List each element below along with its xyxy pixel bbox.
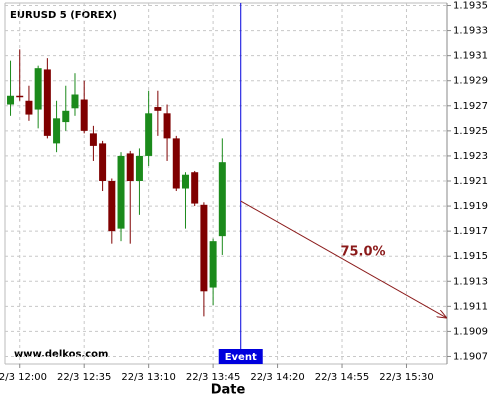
candle-body	[34, 68, 42, 110]
candle-body	[117, 155, 125, 229]
candle-body	[16, 95, 24, 98]
y-tick-label: 1.1915	[453, 251, 488, 262]
candle-body	[154, 107, 162, 111]
y-tick-label: 1.1933	[453, 26, 488, 37]
x-axis-label: Date	[211, 383, 246, 398]
candle-body	[80, 99, 88, 131]
y-tick-label: 1.1925	[453, 126, 488, 137]
y-tick-label: 1.1913	[453, 276, 488, 287]
candle-body	[191, 172, 199, 204]
y-tick-label: 1.1917	[453, 226, 488, 237]
candle-body	[43, 69, 51, 136]
candle-body	[25, 100, 33, 115]
x-tick-label: 22/3 14:55	[315, 372, 369, 383]
y-tick-label: 1.1927	[453, 101, 488, 112]
candle-body	[99, 143, 107, 181]
x-tick-label: 22/3 13:45	[186, 372, 240, 383]
candle-body	[209, 241, 217, 288]
event-label: Event	[225, 352, 257, 363]
y-tick-label: 1.1909	[453, 326, 488, 337]
candle-body	[53, 118, 61, 144]
candle-body	[218, 162, 226, 237]
candle-body	[71, 94, 79, 109]
candle-body	[135, 155, 143, 181]
watermark: www.delkos.com	[14, 349, 108, 360]
x-tick-label: 22/3 12:00	[0, 372, 47, 383]
y-tick-label: 1.1929	[453, 76, 488, 87]
x-tick-label: 22/3 14:20	[250, 372, 304, 383]
y-tick-label: 1.1911	[453, 301, 488, 312]
candle-body	[89, 133, 97, 146]
chart-title: EURUSD 5 (FOREX)	[10, 10, 117, 21]
candle-body	[163, 113, 171, 139]
y-tick-label: 1.1931	[453, 51, 488, 62]
projection-arrow	[240, 200, 446, 318]
x-tick-label: 22/3 13:10	[121, 372, 175, 383]
y-tick-label: 1.1919	[453, 201, 488, 212]
y-tick-label: 1.1907	[453, 351, 488, 362]
y-tick-label: 1.1923	[453, 151, 488, 162]
event-label-box	[218, 349, 263, 364]
candle-body	[145, 113, 153, 156]
candle-body	[200, 204, 208, 292]
x-tick-label: 22/3 15:30	[379, 372, 433, 383]
candle-body	[126, 153, 134, 181]
candle-body	[7, 95, 15, 105]
y-tick-label: 1.1921	[453, 176, 488, 187]
candle-body	[172, 138, 180, 189]
y-tick-label: 1.1935	[453, 1, 488, 12]
x-tick-label: 22/3 12:35	[57, 372, 111, 383]
candle-body	[62, 110, 70, 123]
projection-label: 75.0%	[340, 245, 385, 260]
candle-body	[181, 174, 189, 189]
candle-body	[108, 180, 116, 232]
